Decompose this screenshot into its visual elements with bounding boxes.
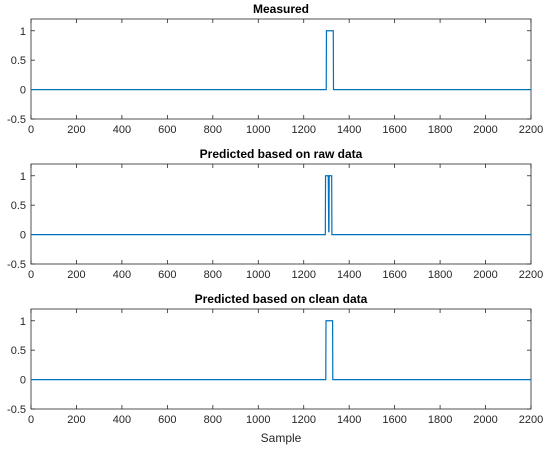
subplot-title: Predicted based on clean data	[195, 292, 368, 306]
x-tick-label: 600	[158, 414, 176, 426]
subplot-title: Measured	[253, 2, 309, 16]
y-tick-label: 1	[20, 171, 26, 183]
subplot-3: 0 200 400 600 800 1000 1200 1400 1600 1800 2000 220…	[7, 292, 543, 445]
x-tick-label: 1800	[428, 124, 452, 136]
x-tick-label: 2200	[519, 414, 543, 426]
x-tick-label: 1800	[428, 269, 452, 281]
x-tick-label: 200	[67, 124, 85, 136]
x-tick-label: 2000	[473, 124, 497, 136]
y-tick-label: 0	[20, 230, 26, 242]
x-tick-label: 800	[204, 124, 222, 136]
x-tick-label: 800	[204, 414, 222, 426]
x-tick-label: 1200	[291, 414, 315, 426]
x-tick-label: 1200	[291, 124, 315, 136]
x-tick-label: 800	[204, 269, 222, 281]
y-tick-label: 0.5	[11, 345, 26, 357]
x-tick-label: 1800	[428, 414, 452, 426]
x-tick-label: 1000	[246, 124, 270, 136]
x-tick-label: 1400	[337, 414, 361, 426]
y-tick-label: 0.5	[11, 55, 26, 67]
x-tick-label: 1600	[382, 124, 406, 136]
axes-box	[30, 18, 532, 120]
y-tick-label: -0.5	[7, 259, 26, 271]
y-tick-label: 1	[20, 26, 26, 38]
x-tick-label: 2000	[473, 269, 497, 281]
x-tick-label: 1600	[382, 414, 406, 426]
x-tick-label: 600	[158, 269, 176, 281]
x-tick-label: 600	[158, 124, 176, 136]
x-tick-label: 1400	[337, 124, 361, 136]
series-line	[31, 320, 531, 381]
x-tick-label: 400	[113, 414, 131, 426]
y-tick-label: -0.5	[7, 404, 26, 416]
x-tick-label: 400	[113, 269, 131, 281]
x-tick-label: 2000	[473, 414, 497, 426]
subplot-1: 0 200 400 600 800 1000 1200 1400 1600 1800 2000 220…	[7, 2, 543, 136]
x-tick-label: 1400	[337, 269, 361, 281]
x-axis-label: Sample	[261, 431, 302, 445]
subplot-title: Predicted based on raw data	[200, 147, 363, 161]
x-tick-label: 0	[28, 269, 34, 281]
y-tick-label: 0	[20, 375, 26, 387]
x-tick-label: 200	[67, 269, 85, 281]
axes-box	[30, 308, 532, 410]
y-tick-label: -0.5	[7, 114, 26, 126]
x-tick-label: 0	[28, 124, 34, 136]
series-line	[31, 30, 531, 91]
x-tick-label: 1000	[246, 414, 270, 426]
series-line	[31, 175, 531, 236]
x-tick-label: 1000	[246, 269, 270, 281]
x-tick-label: 200	[67, 414, 85, 426]
x-tick-label: 2200	[519, 124, 543, 136]
axes-box	[30, 163, 532, 265]
y-tick-label: 1	[20, 316, 26, 328]
y-tick-label: 0.5	[11, 200, 26, 212]
x-tick-label: 400	[113, 124, 131, 136]
x-tick-label: 1600	[382, 269, 406, 281]
x-tick-label: 2200	[519, 269, 543, 281]
x-tick-label: 0	[28, 414, 34, 426]
y-tick-label: 0	[20, 85, 26, 97]
subplot-2: 0 200 400 600 800 1000 1200 1400 1600 1800 2000 220…	[7, 147, 543, 281]
x-tick-label: 1200	[291, 269, 315, 281]
